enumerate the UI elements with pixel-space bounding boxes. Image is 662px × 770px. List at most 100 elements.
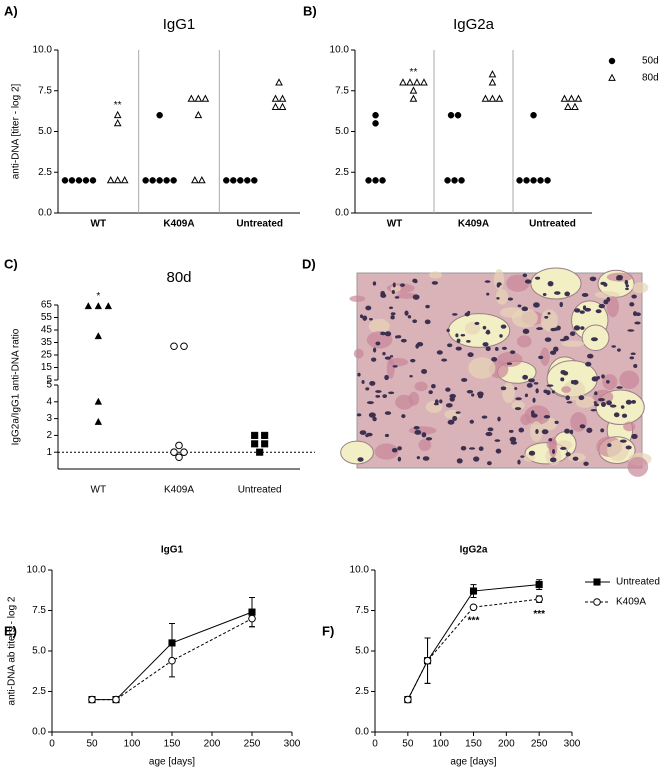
marker [516,177,523,184]
y-tick-label: 7.5 [38,85,52,96]
nucleus [384,411,392,415]
nucleus [452,415,458,422]
nucleus [632,311,638,317]
nucleus [468,447,476,450]
nucleus [469,419,475,424]
nucleus [593,401,597,404]
nucleus [422,456,430,461]
marker [198,176,206,184]
tissue [540,347,550,366]
nucleus [384,433,390,438]
legend-label: 80d [642,73,659,84]
nucleus [609,404,617,408]
marker [530,111,537,119]
tissue [602,373,618,390]
nucleus [600,428,605,433]
tissue [562,380,586,401]
nucleus [382,394,387,399]
nucleus [359,430,367,435]
nucleus [414,429,422,435]
marker [278,102,287,110]
panel-label: C) [4,256,18,271]
x-tick-label: Untreated [238,485,282,496]
nucleus [434,399,439,405]
nucleus [549,350,557,355]
nucleus [538,355,544,360]
nucleus [400,283,405,287]
marker [113,176,122,184]
y-tick-label: 65 [41,300,53,311]
y-tick-label: 2.5 [335,167,349,178]
nucleus [467,352,474,358]
nucleus [634,321,641,325]
nucleus [601,374,605,379]
tissue [374,443,399,460]
nucleus [546,384,554,387]
nucleus [421,432,427,438]
nucleus [477,391,484,397]
marker [564,102,572,110]
tissue [418,439,432,451]
nucleus [413,279,418,284]
nucleus [625,284,629,288]
marker [170,342,178,351]
marker [571,102,579,110]
lumen [530,267,582,300]
marker [406,78,414,86]
nucleus [560,370,566,375]
nucleus [613,412,620,418]
y-axis-label: anti-DNA ab titers - log 2 [7,596,18,705]
nucleus [391,447,398,453]
nucleus [455,346,462,351]
nucleus [583,461,589,466]
nucleus [572,456,579,461]
nucleus [496,296,500,300]
nucleus [590,408,597,412]
nucleus [631,294,637,299]
nucleus [518,427,525,433]
marker [194,110,203,119]
nucleus [445,403,453,408]
x-tick-label: 300 [564,739,581,750]
series-line [407,598,540,700]
tissue [632,282,649,294]
legend-label: Untreated [616,577,660,588]
nucleus [572,379,579,385]
marker [399,78,407,86]
nucleus [357,457,364,462]
nucleus [534,276,541,280]
nucleus [494,346,499,351]
nucleus [501,346,507,350]
x-tick-label: 0 [49,739,55,750]
tissue [561,340,585,347]
marker [481,94,490,102]
nucleus [466,390,474,394]
tissue [464,321,481,335]
nucleus [551,449,556,454]
nucleus [375,341,381,346]
nucleus [484,280,491,283]
lumen [340,440,374,465]
nucleus [550,457,557,463]
x-tick-label: 100 [124,739,141,750]
nucleus [559,301,563,308]
marker [271,102,280,110]
nucleus [485,330,491,335]
nucleus [631,399,637,404]
nucleus [517,459,521,465]
x-tick-label: 50 [402,739,414,750]
marker [256,448,264,456]
nucleus [528,450,536,456]
nucleus [580,326,585,330]
nucleus [461,378,468,382]
annotation: *** [468,616,480,627]
nucleus [594,391,598,396]
y-tick-label: 2 [46,430,52,441]
y-tick-label: 25 [41,350,53,361]
nucleus [591,376,599,382]
tissue [520,413,531,426]
marker [535,581,543,589]
x-tick-label: Untreated [236,219,283,230]
series-line [92,618,253,701]
nucleus [482,325,487,330]
